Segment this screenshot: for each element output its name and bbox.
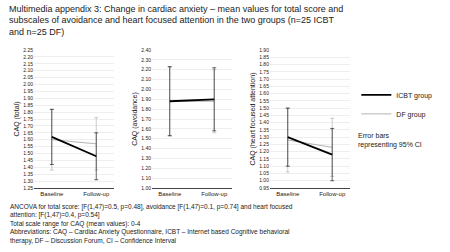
svg-text:1.80: 1.80: [141, 106, 151, 112]
svg-text:Multimedia appendix 3: Change: Multimedia appendix 3: Change in cardiac…: [9, 4, 343, 37]
svg-text:1.20: 1.20: [141, 165, 151, 171]
svg-text:1.45: 1.45: [23, 157, 33, 163]
svg-text:Follow-up: Follow-up: [201, 191, 228, 197]
svg-text:Follow-up: Follow-up: [319, 191, 346, 197]
svg-text:1.60: 1.60: [259, 90, 269, 96]
svg-text:2.40: 2.40: [141, 47, 151, 53]
svg-text:1.10: 1.10: [259, 163, 269, 169]
svg-text:1.50: 1.50: [23, 150, 33, 156]
svg-text:1.75: 1.75: [259, 69, 269, 75]
svg-text:1.40: 1.40: [141, 145, 151, 151]
svg-text:1.00: 1.00: [259, 177, 269, 183]
svg-text:1.85: 1.85: [23, 102, 33, 108]
svg-text:2.15: 2.15: [23, 61, 33, 67]
svg-text:2.00: 2.00: [141, 86, 151, 92]
svg-text:1.90: 1.90: [259, 47, 269, 53]
svg-text:1.75: 1.75: [23, 116, 33, 122]
svg-text:1.70: 1.70: [141, 116, 151, 122]
svg-text:DF group: DF group: [396, 111, 425, 119]
svg-text:1.25: 1.25: [23, 185, 33, 191]
svg-text:1.45: 1.45: [259, 112, 269, 118]
svg-text:0.95: 0.95: [259, 185, 269, 191]
svg-text:2.20: 2.20: [141, 66, 151, 72]
svg-text:1.15: 1.15: [259, 156, 269, 162]
svg-text:1.55: 1.55: [23, 143, 33, 149]
svg-text:1.60: 1.60: [23, 136, 33, 142]
svg-text:1.30: 1.30: [141, 155, 151, 161]
svg-text:1.35: 1.35: [23, 171, 33, 177]
svg-text:1.00: 1.00: [141, 185, 151, 191]
svg-text:2.00: 2.00: [23, 81, 33, 87]
svg-text:1.20: 1.20: [259, 148, 269, 154]
svg-text:1.40: 1.40: [259, 119, 269, 125]
svg-text:1.50: 1.50: [141, 135, 151, 141]
svg-text:Follow-up: Follow-up: [83, 191, 110, 197]
svg-text:CAQ (avoidance): CAQ (avoidance): [131, 92, 139, 146]
svg-text:CAQ (heart focused attention): CAQ (heart focused attention): [249, 72, 257, 165]
svg-text:ANCOVA for total score: [F(1,4: ANCOVA for total score: [F(1,47)=0.5, p=…: [10, 203, 293, 245]
svg-text:1.80: 1.80: [23, 109, 33, 115]
svg-text:Baseline: Baseline: [158, 191, 182, 197]
svg-text:1.55: 1.55: [259, 98, 269, 104]
svg-text:Error barsrepresenting 95% CI: Error barsrepresenting 95% CI: [358, 132, 422, 149]
svg-text:CAQ (total): CAQ (total): [13, 101, 21, 136]
svg-text:1.90: 1.90: [23, 95, 33, 101]
svg-text:1.40: 1.40: [23, 164, 33, 170]
svg-text:1.30: 1.30: [23, 178, 33, 184]
svg-text:ICBT group: ICBT group: [396, 92, 432, 100]
svg-text:Baseline: Baseline: [40, 191, 64, 197]
svg-text:2.30: 2.30: [141, 57, 151, 63]
svg-text:2.10: 2.10: [141, 76, 151, 82]
svg-text:1.60: 1.60: [141, 126, 151, 132]
svg-text:1.10: 1.10: [141, 175, 151, 181]
svg-text:2.10: 2.10: [23, 67, 33, 73]
svg-text:1.80: 1.80: [259, 61, 269, 67]
svg-text:1.70: 1.70: [259, 76, 269, 82]
svg-text:Baseline: Baseline: [276, 191, 300, 197]
svg-text:1.50: 1.50: [259, 105, 269, 111]
svg-text:1.30: 1.30: [259, 134, 269, 140]
svg-text:1.95: 1.95: [23, 88, 33, 94]
svg-text:2.20: 2.20: [23, 54, 33, 60]
svg-text:2.25: 2.25: [23, 47, 33, 53]
svg-text:1.90: 1.90: [141, 96, 151, 102]
svg-text:1.85: 1.85: [259, 54, 269, 60]
svg-text:2.05: 2.05: [23, 74, 33, 80]
svg-text:1.70: 1.70: [23, 123, 33, 129]
svg-text:1.65: 1.65: [259, 83, 269, 89]
svg-text:1.05: 1.05: [259, 170, 269, 176]
svg-text:1.65: 1.65: [23, 130, 33, 136]
svg-text:1.25: 1.25: [259, 141, 269, 147]
svg-text:1.35: 1.35: [259, 127, 269, 133]
